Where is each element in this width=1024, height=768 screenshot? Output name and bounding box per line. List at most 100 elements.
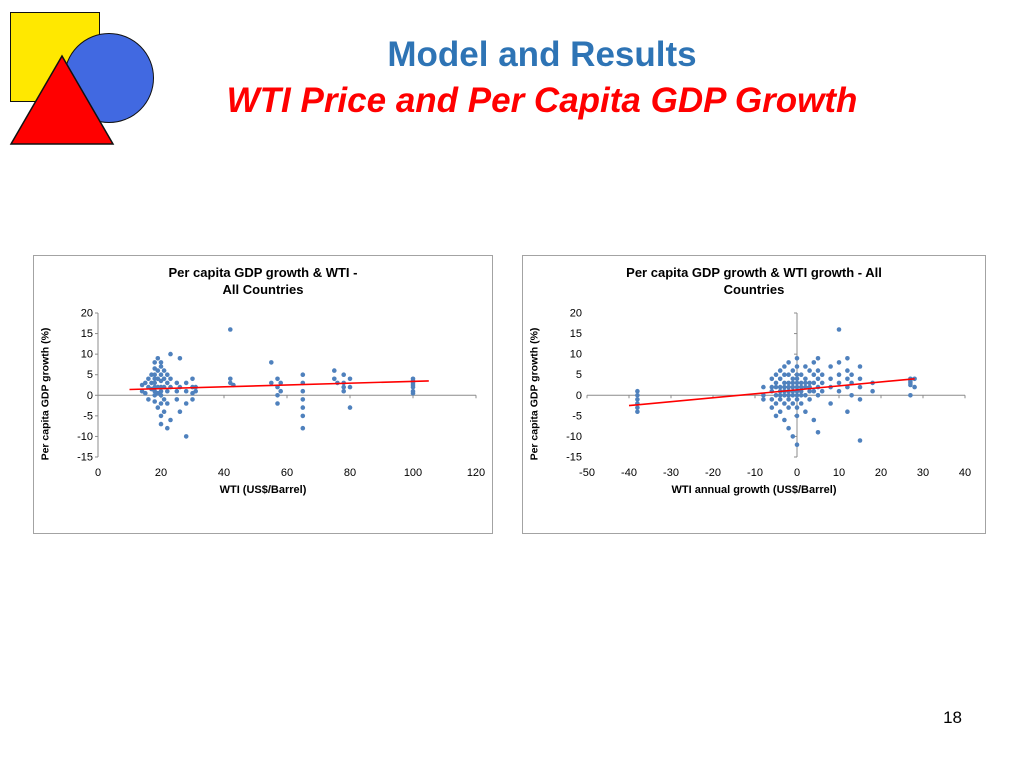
scatter-point (828, 376, 833, 381)
scatter-point (786, 392, 791, 398)
scatter-point (161, 396, 167, 402)
scatter-point (769, 405, 775, 410)
scatter-point (811, 388, 817, 394)
scatter-point (635, 396, 640, 402)
scatter-point (849, 392, 854, 398)
y-tick-label: -5 (83, 410, 93, 422)
scatter-point (786, 372, 791, 377)
y-tick-label: 5 (576, 369, 582, 381)
chart-left-ylabel-text: Per capita GDP growth (%) (39, 327, 51, 461)
scatter-point (790, 392, 796, 398)
scatter-point (278, 380, 283, 385)
scatter-point (347, 384, 353, 390)
scatter-point (773, 384, 779, 390)
scatter-point (773, 372, 779, 377)
scatter-point (174, 388, 180, 394)
scatter-point (782, 372, 787, 377)
scatter-point (845, 355, 850, 361)
x-tick-label: -20 (705, 467, 721, 479)
scatter-point (782, 384, 787, 390)
scatter-point (836, 380, 842, 385)
scatter-point (761, 396, 766, 402)
scatter-point (807, 396, 812, 402)
scatter-point (807, 380, 812, 385)
x-tick-label: 60 (281, 467, 293, 479)
scatter-point (836, 388, 842, 394)
scatter-point (794, 392, 800, 398)
scatter-point (158, 421, 164, 427)
scatter-point (803, 363, 808, 369)
scatter-point (786, 384, 791, 390)
y-tick-label: -15 (566, 451, 582, 463)
scatter-point (149, 372, 154, 377)
scatter-point (807, 368, 812, 373)
scatter-point (786, 396, 791, 402)
scatter-point (794, 396, 800, 402)
x-tick-label: 40 (218, 467, 230, 479)
chart-left-ylabel: Per capita GDP growth (%) (34, 305, 56, 483)
page-number: 18 (943, 708, 962, 727)
x-tick-label: -30 (663, 467, 679, 479)
scatter-point (165, 400, 170, 406)
scatter-point (300, 425, 306, 431)
y-tick-label: 10 (570, 348, 582, 360)
scatter-point (794, 372, 800, 377)
scatter-point (158, 359, 164, 365)
chart-left-body: Per capita GDP growth (%) -15 -10 -5 0 5 10 15… (34, 305, 492, 483)
scatter-point (819, 372, 825, 377)
scatter-point (146, 396, 151, 402)
scatter-point (347, 376, 353, 381)
scatter-point (803, 392, 808, 398)
scatter-point (161, 409, 167, 414)
x-tick-label: 0 (95, 467, 101, 479)
scatter-point (782, 417, 787, 423)
scatter-point (815, 355, 821, 361)
x-tick-label: 100 (404, 467, 422, 479)
scatter-point (857, 437, 863, 443)
chart-right-xlabel: WTI annual growth (US$/Barrel) (671, 483, 837, 496)
logo (0, 0, 170, 160)
scatter-point (146, 376, 151, 381)
scatter-point (773, 400, 779, 406)
scatter-point (794, 363, 800, 369)
scatter-point (347, 405, 353, 410)
scatter-point (798, 372, 804, 377)
y-tick-label: 10 (81, 348, 93, 360)
y-tick-label: 15 (570, 328, 582, 340)
trend-line (129, 379, 429, 391)
x-tick-label: -10 (747, 467, 763, 479)
scatter-point (819, 380, 825, 385)
y-tick-label: -10 (77, 431, 93, 443)
x-tick-label: 30 (917, 467, 929, 479)
scatter-point (177, 355, 183, 361)
scatter-point (152, 372, 157, 377)
scatter-point (845, 368, 850, 373)
scatter-point (777, 376, 783, 381)
scatter-point (165, 388, 170, 394)
scatter-point (158, 413, 164, 418)
scatter-point (149, 380, 154, 385)
x-tick-label: 40 (959, 467, 971, 479)
scatter-point (300, 372, 306, 377)
scatter-point (777, 384, 783, 390)
scatter-point (790, 384, 796, 390)
scatter-point (155, 355, 161, 361)
scatter-point (912, 384, 917, 390)
scatter-point (786, 380, 791, 385)
chart-right-ylabel-text: Per capita GDP growth (%) (528, 327, 540, 461)
scatter-point (908, 392, 913, 398)
scatter-point (777, 396, 783, 402)
scatter-point (857, 396, 863, 402)
scatter-point (828, 363, 833, 369)
chart-left-plot: -15 -10 -5 0 5 10 15 20 0 20 40 60 80 100 120 (56, 305, 488, 483)
scatter-point (790, 368, 796, 373)
y-tick-label: 5 (87, 369, 93, 381)
scatter-point (786, 359, 791, 365)
scatter-point (190, 376, 195, 381)
scatter-point (152, 398, 157, 404)
scatter-point (811, 380, 817, 385)
scatter-svg: -15 -10 -5 0 5 10 15 20 0 20 40 60 80 100 120 (77, 307, 485, 479)
scatter-point (782, 380, 787, 385)
